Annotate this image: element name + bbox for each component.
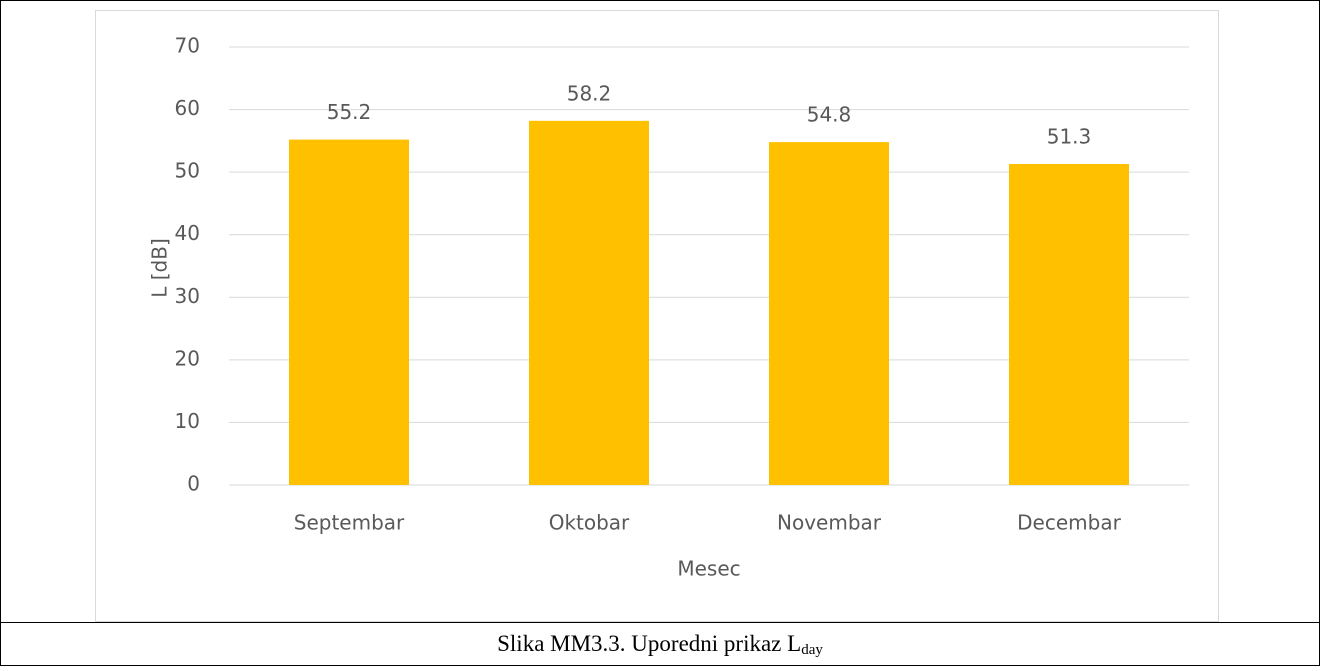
data-label: 54.8: [807, 103, 852, 127]
y-axis-label: L [dB]: [148, 238, 172, 298]
y-tick-label: 50: [175, 159, 200, 183]
data-label: 58.2: [567, 81, 612, 105]
y-tick-label: 60: [175, 96, 200, 120]
y-tick-label: 10: [175, 409, 200, 433]
x-tick-label: Oktobar: [549, 511, 630, 535]
bar: [289, 139, 409, 485]
y-tick-label: 70: [175, 34, 200, 58]
data-label: 51.3: [1047, 125, 1092, 149]
x-axis-label: Mesec: [677, 557, 740, 581]
y-tick-label: 20: [175, 346, 200, 370]
y-tick-label: 40: [175, 221, 200, 245]
x-tick-label: Septembar: [294, 511, 405, 535]
caption-subscript: day: [801, 642, 823, 658]
x-tick-label: Decembar: [1017, 511, 1121, 535]
bar: [529, 120, 649, 485]
caption: Slika MM3.3. Uporedni prikaz Lday: [497, 631, 823, 658]
data-label: 55.2: [327, 100, 372, 124]
bar: [769, 142, 889, 485]
x-tick-label: Novembar: [777, 511, 882, 535]
y-tick-label: 0: [187, 472, 200, 496]
y-tick-label: 30: [175, 284, 200, 308]
caption-text: Slika MM3.3. Uporedni prikaz L: [497, 631, 801, 656]
bar: [1009, 164, 1129, 485]
